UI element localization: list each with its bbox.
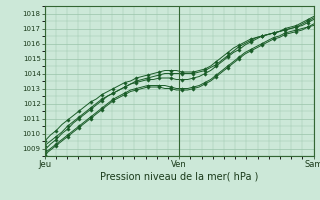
X-axis label: Pression niveau de la mer( hPa ): Pression niveau de la mer( hPa ) [100, 172, 258, 182]
